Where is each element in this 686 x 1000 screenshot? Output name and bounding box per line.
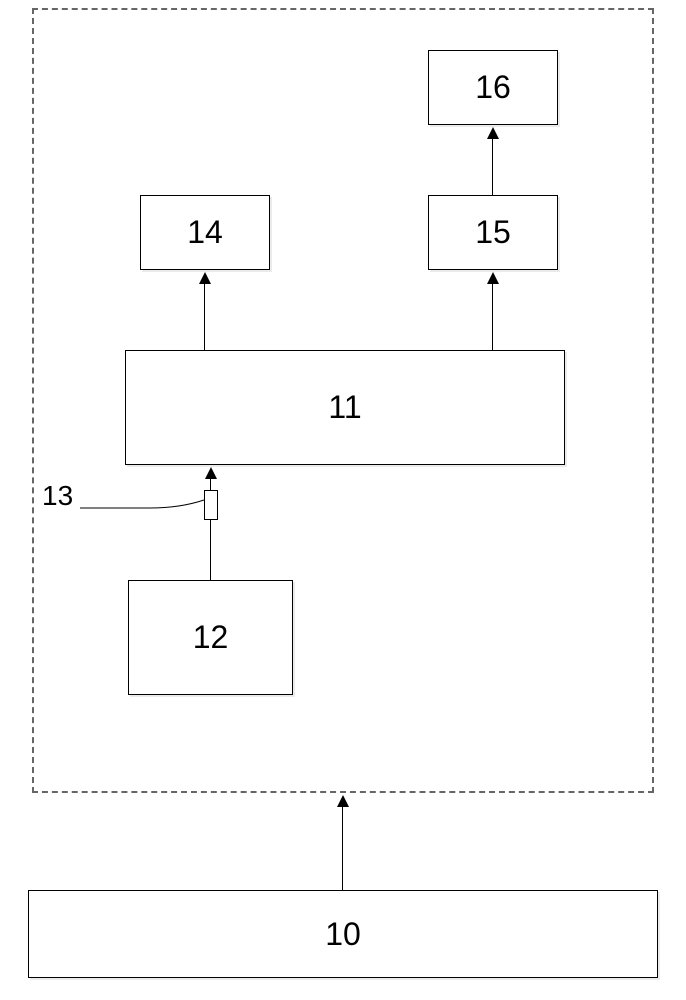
node-16: 16 [428,50,558,125]
node-10: 10 [28,890,658,978]
node-11-label: 11 [328,389,361,426]
node-12: 12 [128,580,293,695]
arrow-10-to-container-head [337,795,349,807]
node-10-label: 10 [325,916,361,953]
callout-13-label: 13 [42,480,73,512]
arrow-11-to-14 [204,282,205,350]
line-12-to-13 [210,520,211,580]
node-11: 11 [125,350,565,465]
node-15: 15 [428,195,558,270]
arrow-15-to-16-head [487,127,499,139]
arrow-15-to-16 [492,137,493,195]
arrow-13-to-11-head [205,467,217,479]
arrow-11-to-15 [492,282,493,350]
node-14-label: 14 [187,214,223,251]
node-15-label: 15 [475,214,511,251]
arrow-11-to-15-head [487,272,499,284]
node-14: 14 [140,195,270,270]
node-12-label: 12 [193,619,229,656]
arrow-10-to-container [342,805,343,890]
node-13-port [204,490,218,520]
arrow-11-to-14-head [199,272,211,284]
node-16-label: 16 [475,69,511,106]
